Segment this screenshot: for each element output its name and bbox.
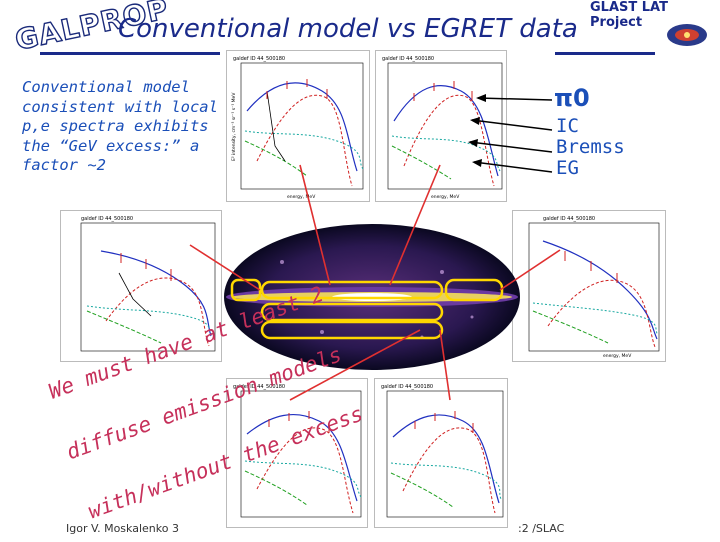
description-text: Conventional model consistent with local… [22, 78, 222, 176]
description-line: p,e spectra exhibits [22, 117, 209, 135]
y-axis-label: E² intensity, cm⁻² sr⁻¹ s⁻¹ MeV [231, 92, 237, 161]
x-axis-label: energy, MeV [431, 194, 460, 200]
spectrum-panel-bottom-right: galdef ID 44_500180 [374, 378, 508, 528]
legend-item-ic: IC [556, 115, 579, 137]
spectrum-plot: galdef ID 44_500180 [381, 384, 504, 518]
legend-item-bremss: Bremss [556, 136, 625, 158]
glast-emblem-icon [664, 18, 710, 52]
slide-title: Conventional model vs EGRET data [118, 14, 578, 44]
spectrum-panel-mid-right: galdef ID 44_500180 energy, MeV [512, 210, 666, 362]
legend-pi0: π0 [554, 84, 590, 112]
spectrum-plot: galdef ID 44_500180 [233, 384, 362, 518]
spectrum-panel-bottom-center: galdef ID 44_500180 [226, 378, 368, 528]
spectrum-plot: galdef ID 44_500180 energy, MeV [528, 216, 660, 359]
legend-item-eg: EG [556, 157, 579, 179]
footer-location: :2 /SLAC [518, 522, 565, 535]
project-label: GLAST LAT Project [590, 0, 668, 30]
panel-label: galdef ID 44_500180 [543, 216, 595, 222]
spectrum-plot: galdef ID 44_500180 energy, MeV E² inten… [231, 56, 364, 200]
legend-list: IC Bremss EG [556, 116, 625, 179]
panel-label: galdef ID 44_500180 [81, 216, 133, 222]
description-line: Conventional model [22, 78, 190, 96]
title-rule-right [555, 52, 655, 55]
panel-label: galdef ID 44_500180 [233, 56, 285, 62]
panel-label: galdef ID 44_500180 [381, 384, 433, 390]
spectrum-panel-top-right: galdef ID 44_500180 energy, MeV [375, 50, 507, 202]
panel-label: galdef ID 44_500180 [233, 384, 285, 390]
x-axis-label: energy, MeV [287, 194, 316, 200]
spectrum-panel-mid-left: galdef ID 44_500180 E² intensity, cm⁻² s… [60, 210, 222, 362]
spectrum-plot: galdef ID 44_500180 E² intensity, cm⁻² s… [80, 216, 216, 352]
description-line: consistent with local [22, 97, 218, 116]
description-line: the “GeV excess:” a [22, 136, 200, 155]
footer-author: Igor V. Moskalenko 3 [66, 522, 179, 535]
spectrum-panel-top-left: galdef ID 44_500180 energy, MeV E² inten… [226, 50, 370, 202]
x-axis-label: energy, MeV [603, 353, 632, 359]
title-rule-left [40, 52, 220, 55]
panel-label: galdef ID 44_500180 [382, 56, 434, 62]
description-line: factor ~2 [22, 156, 106, 174]
